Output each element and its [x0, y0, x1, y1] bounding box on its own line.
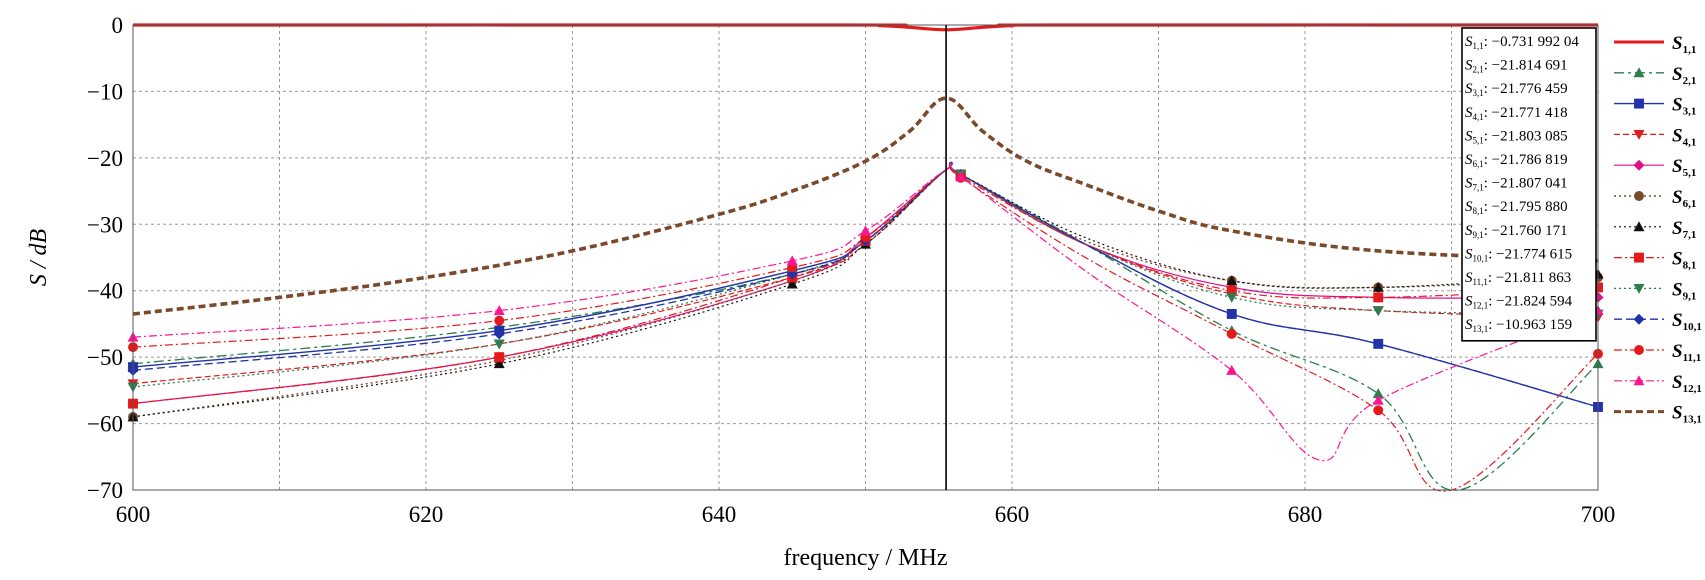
data-point: [786, 278, 798, 289]
legend-label: S8,1: [1672, 249, 1696, 272]
data-point: [1633, 221, 1645, 232]
x-tick-label: 620: [409, 502, 444, 527]
readout-row: S9,1: −21.760 171: [1465, 223, 1568, 240]
data-point: [494, 315, 505, 326]
data-point: [494, 352, 505, 363]
series-line-9: [132, 161, 1599, 388]
y-tick-label: −60: [87, 412, 123, 437]
readout-row: S8,1: −21.795 880: [1465, 199, 1568, 216]
data-point: [493, 358, 505, 369]
x-tick-label: 680: [1288, 502, 1323, 527]
y-tick-label: 0: [112, 13, 124, 38]
data-point: [493, 305, 505, 316]
x-tick-label: 700: [1581, 502, 1616, 527]
data-point: [860, 225, 871, 236]
data-point: [1372, 388, 1384, 399]
series-line-6: [132, 161, 1599, 418]
data-point: [1373, 338, 1384, 349]
legend: S1,1 S2,1 S3,1 S4,1 S5,1 S6,1 S7,1 S8,1 S9,1 S10,…: [1614, 33, 1702, 426]
readout-row: S10,1: −21.774 615: [1465, 246, 1572, 263]
y-tick-label: −70: [87, 478, 123, 503]
legend-label: S1,1: [1672, 33, 1696, 56]
data-point: [1226, 275, 1238, 286]
data-point: [1226, 364, 1238, 375]
legend-label: S5,1: [1672, 156, 1696, 179]
readout-row: S13,1: −10.963 159: [1465, 317, 1572, 334]
data-point: [1633, 284, 1645, 294]
x-tick-label: 660: [995, 502, 1030, 527]
y-tick-label: −10: [87, 79, 123, 104]
x-axis-label: frequency / MHz: [784, 545, 948, 571]
data-point: [1226, 285, 1237, 296]
data-point: [1633, 67, 1645, 78]
series-line-4: [132, 161, 1599, 385]
data-point: [1634, 191, 1644, 201]
legend-label: S2,1: [1672, 64, 1696, 87]
legend-label: S7,1: [1672, 218, 1696, 241]
readout-box-frame: [1461, 27, 1597, 342]
data-point: [493, 339, 505, 350]
data-point: [1633, 159, 1645, 171]
data-point: [1226, 328, 1237, 339]
grid-layer: [133, 25, 1598, 490]
x-tick-label: 640: [702, 502, 737, 527]
x-tick-label: 600: [116, 502, 151, 527]
readout-row: S12,1: −21.824 594: [1465, 294, 1573, 311]
data-point: [955, 170, 967, 181]
series-line-13: [132, 96, 1599, 316]
readout-row: S3,1: −21.776 459: [1465, 81, 1568, 98]
readout-box: S1,1: −0.731 992 04 S2,1: −21.814 691 S3,1…: [1461, 27, 1597, 342]
readout-row: S11,1: −21.811 863: [1465, 270, 1571, 287]
data-point: [1633, 375, 1645, 386]
readout-row: S7,1: −21.807 041: [1465, 176, 1568, 193]
plot-frame: [132, 24, 1599, 491]
data-point: [1372, 394, 1384, 405]
data-point: [1372, 306, 1384, 317]
data-point: [1226, 309, 1237, 319]
axis-layer: 600 620 640 660 680 700 0 −10 −20 −30 −40 −50 −60 −70…: [26, 13, 1615, 571]
y-axis-label: S / dB: [26, 228, 52, 286]
data-point: [1633, 313, 1645, 325]
readout-row: S4,1: −21.771 418: [1465, 105, 1568, 122]
data-point: [1634, 98, 1644, 109]
y-tick-label: −40: [87, 279, 123, 304]
data-point: [493, 328, 505, 340]
readout-row: S6,1: −21.786 819: [1465, 152, 1568, 169]
y-tick-label: −30: [87, 212, 123, 237]
readout-row: S2,1: −21.814 691: [1465, 58, 1568, 75]
data-point: [1373, 292, 1384, 303]
series-line-2: [132, 161, 1599, 491]
readout-row: S5,1: −21.803 085: [1465, 128, 1568, 145]
data-point: [1373, 405, 1384, 416]
data-point: [1634, 345, 1644, 355]
legend-label: S12,1: [1672, 372, 1702, 395]
data-point: [1633, 130, 1645, 140]
y-tick-label: −50: [87, 345, 123, 370]
y-tick-label: −20: [87, 146, 123, 171]
legend-label: S3,1: [1672, 95, 1696, 118]
legend-label: S10,1: [1672, 310, 1702, 333]
legend-label: S13,1: [1672, 403, 1702, 426]
legend-label: S9,1: [1672, 279, 1696, 302]
data-point: [1372, 281, 1384, 292]
legend-label: S4,1: [1672, 125, 1696, 148]
legend-label: S11,1: [1672, 341, 1701, 364]
data-point: [786, 255, 798, 266]
data-point: [1226, 292, 1238, 303]
readout-row: S1,1: −0.731 992 04: [1465, 34, 1579, 51]
legend-label: S6,1: [1672, 187, 1696, 210]
data-point: [1634, 252, 1644, 263]
